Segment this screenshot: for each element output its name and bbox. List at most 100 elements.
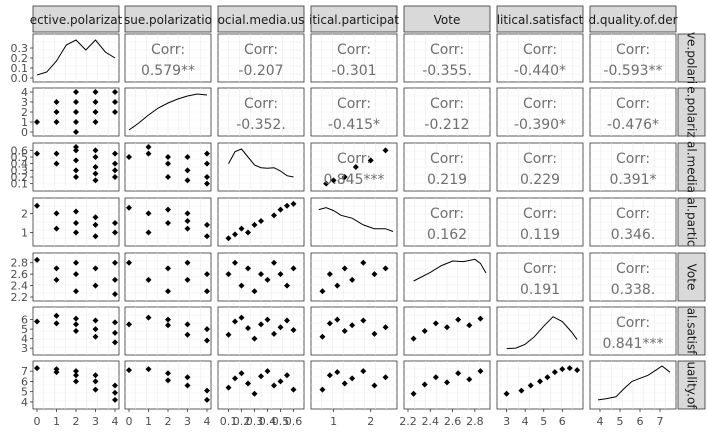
corr-value: 0.219 (427, 172, 467, 188)
scatter-point (284, 202, 290, 209)
corr-label: Corr: (430, 42, 464, 58)
scatter-point (184, 276, 191, 283)
corr-label: Corr: (616, 206, 650, 222)
density-curve-1 (128, 93, 208, 131)
scatter-point (73, 109, 79, 115)
scatter-point (112, 167, 118, 174)
y-tick-label: 0.6 (11, 144, 29, 157)
panel-r1-c6 (589, 87, 677, 137)
scatter-point (410, 390, 417, 397)
strip-top-bg (217, 5, 305, 33)
scatter-point (349, 322, 356, 329)
scatter-point (319, 288, 326, 295)
scatter-point (238, 370, 245, 377)
scatter-r5-c2 (225, 314, 297, 342)
strip-right-3: al.partic (677, 197, 706, 247)
strip-top-label: ocial.media.us (218, 13, 305, 27)
scatter-point (73, 315, 79, 322)
scatter-point (73, 99, 79, 105)
scatter-point (92, 154, 99, 160)
panel-r5-c6 (589, 306, 677, 356)
strip-right-0: ve.polari (677, 32, 706, 84)
panel-r4-c4 (403, 252, 491, 302)
scatter-point (165, 288, 171, 295)
x-tick-label: 2 (367, 415, 374, 428)
scatter-point (53, 119, 60, 125)
scatter-point (225, 271, 232, 278)
scatter-r5-c1 (126, 314, 210, 344)
scatter-r4-c1 (126, 259, 210, 295)
strip-top-bg (403, 5, 491, 33)
strip-right-label: ve.polari (685, 32, 699, 84)
x-tick-label: 2.2 (399, 415, 417, 428)
scatter-point (53, 109, 60, 115)
scatter-point (53, 320, 60, 327)
y-tick-label: 6 (21, 314, 28, 327)
panel-r6-c3 (310, 360, 398, 410)
scatter-point (112, 229, 118, 236)
scatter-point (421, 381, 428, 388)
x-tick-label: 0.2 (233, 415, 251, 428)
strip-top-bg (589, 5, 677, 33)
scatter-point (126, 321, 132, 328)
x-axis-2: 0.10.20.30.40.50.6 (220, 409, 302, 428)
scatter-point (341, 328, 348, 334)
scatter-point (574, 367, 581, 374)
y-axis-3: 12 (21, 207, 33, 239)
scatter-point (319, 333, 326, 340)
corr-value: -0.390* (514, 117, 566, 133)
scatter-point (277, 324, 284, 331)
x-tick-label: 2.6 (444, 415, 462, 428)
scatter-point (165, 377, 171, 384)
x-axis-4: 2.2 2.4 2.6 2.8 (399, 409, 484, 428)
scatter-r4-c2 (225, 259, 297, 295)
panel-r4-c6 (589, 252, 677, 302)
scatter-point (238, 282, 245, 289)
x-tick-label: 2.4 (422, 415, 440, 428)
strip-top-3: itical.participat (309, 5, 399, 33)
corr-label: Corr: (430, 151, 464, 167)
scatter-point (477, 315, 484, 322)
scatter-point (334, 282, 341, 289)
scatter-point (92, 119, 99, 125)
scatter-point (53, 160, 60, 167)
scatter-point (232, 259, 238, 266)
scatter-point (204, 180, 210, 187)
scatter-point (165, 160, 171, 167)
corr-value: 0.162 (427, 227, 467, 243)
corr-value: 0.229 (520, 172, 560, 188)
x-tick-label: 5 (540, 415, 547, 428)
panel-r2-c5 (496, 142, 584, 192)
scatter-point (290, 200, 297, 207)
scatter-point (245, 325, 251, 332)
scatter-point (204, 396, 210, 403)
scatter-point (284, 372, 290, 379)
scatter-point (112, 319, 118, 326)
scatter-point (290, 386, 297, 393)
scatter-point (225, 331, 232, 338)
scatter-r3-c0 (34, 202, 118, 240)
strip-right-4: Vote (677, 252, 706, 302)
scatter-point (360, 259, 367, 266)
panel-r3-c6 (589, 197, 677, 247)
scatter-r1-c0 (34, 89, 118, 135)
strip-right-6: uality.of (677, 360, 706, 410)
scatter-point (341, 265, 348, 272)
scatter-point (432, 320, 439, 327)
scatter-point (92, 164, 99, 170)
strip-top-label: sue.polarizatio (124, 13, 212, 27)
panel-r1-c2 (217, 87, 305, 137)
corr-label: Corr: (616, 96, 650, 112)
scatter-point (204, 160, 210, 167)
scatter-point (92, 99, 99, 105)
scatter-point (251, 390, 258, 397)
x-tick-label: 5 (617, 415, 624, 428)
strip-right-2: al.media (677, 141, 706, 193)
scatter-point (126, 204, 132, 211)
scatter-point (184, 331, 191, 338)
